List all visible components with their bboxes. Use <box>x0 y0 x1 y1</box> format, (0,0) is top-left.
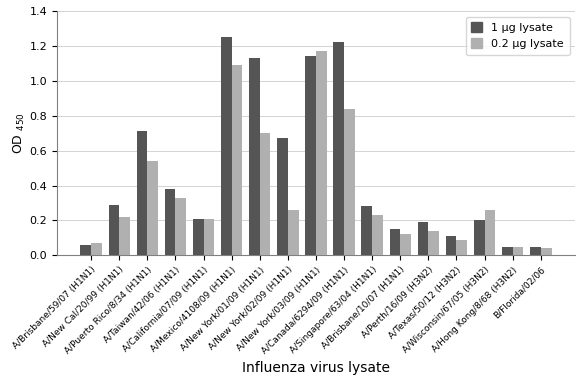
Bar <box>147 161 158 255</box>
Bar <box>91 243 102 255</box>
Bar <box>316 51 327 255</box>
Y-axis label: OD $_{450}$: OD $_{450}$ <box>12 112 27 154</box>
Bar <box>446 236 456 255</box>
Bar <box>474 220 485 255</box>
Bar <box>333 42 344 255</box>
Bar <box>204 219 214 255</box>
Bar <box>530 247 541 255</box>
Bar <box>502 247 513 255</box>
Bar <box>344 109 355 255</box>
Bar <box>232 65 242 255</box>
Bar <box>137 131 147 255</box>
Legend: 1 μg lysate, 0.2 μg lysate: 1 μg lysate, 0.2 μg lysate <box>466 16 570 55</box>
Bar <box>389 229 400 255</box>
Bar <box>428 231 439 255</box>
Bar <box>306 56 316 255</box>
Bar <box>418 222 428 255</box>
X-axis label: Influenza virus lysate: Influenza virus lysate <box>242 361 390 375</box>
Bar <box>108 205 119 255</box>
Bar <box>119 217 130 255</box>
Bar <box>80 245 91 255</box>
Bar <box>372 215 383 255</box>
Bar <box>456 240 467 255</box>
Bar <box>485 210 495 255</box>
Bar <box>400 235 411 255</box>
Bar <box>249 58 260 255</box>
Bar <box>541 248 552 255</box>
Bar <box>361 207 372 255</box>
Bar <box>260 133 271 255</box>
Bar <box>193 219 204 255</box>
Bar <box>288 210 299 255</box>
Bar <box>513 247 523 255</box>
Bar <box>175 198 186 255</box>
Bar <box>221 37 232 255</box>
Bar <box>277 138 288 255</box>
Bar <box>165 189 175 255</box>
